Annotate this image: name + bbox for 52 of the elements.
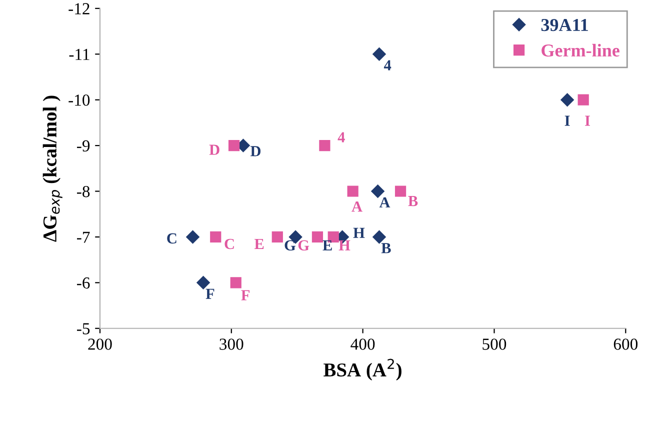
- point: [272, 231, 283, 243]
- annotation: C: [167, 233, 176, 244]
- point: [578, 94, 589, 106]
- point: [372, 230, 386, 244]
- annotation: E: [322, 240, 332, 250]
- y-tick-label: -7: [76, 232, 90, 243]
- legend-label: Germ-line: [542, 44, 620, 57]
- annotation: 4: [384, 60, 392, 70]
- annotation: D: [250, 146, 260, 156]
- y-tick-label: -6: [76, 277, 90, 289]
- point: [230, 277, 242, 288]
- annotation: E: [254, 238, 264, 249]
- x-tick-label: 200: [88, 338, 112, 350]
- point: [347, 186, 358, 197]
- point: [319, 140, 330, 152]
- x-tick-label: 600: [614, 338, 638, 350]
- y-tick-label: -9: [76, 140, 90, 152]
- annotation: 4: [338, 132, 345, 142]
- point: [312, 231, 324, 243]
- x-axis-title: BSA (A$^{2}$): [324, 358, 402, 380]
- point: [186, 230, 200, 244]
- annotation: A: [379, 197, 390, 208]
- annotation: H: [338, 240, 350, 250]
- annotation: G: [298, 240, 310, 251]
- annotation: F: [241, 290, 250, 300]
- point: [210, 231, 222, 243]
- annotation: H: [353, 228, 365, 238]
- x-tick-label: 300: [220, 338, 244, 350]
- annotation: B: [381, 243, 391, 254]
- x-tick-label: 400: [350, 338, 375, 350]
- annotation: C: [224, 238, 234, 250]
- annotation: D: [209, 144, 220, 155]
- y-tick-label: -12: [68, 3, 90, 14]
- point: [394, 186, 406, 197]
- point: [196, 276, 210, 290]
- annotation: I: [564, 116, 570, 126]
- legend-label: 39A11: [541, 18, 588, 32]
- point: [371, 184, 384, 198]
- point: [228, 140, 240, 152]
- point: [560, 93, 574, 106]
- annotation: A: [352, 202, 362, 212]
- y-tick-label: -10: [68, 94, 90, 106]
- point: [372, 48, 386, 61]
- annotation: G: [284, 240, 296, 251]
- annotation: F: [206, 288, 214, 299]
- x-tick-label: 500: [482, 338, 506, 350]
- y-tick-label: -8: [76, 186, 90, 198]
- annotation: I: [585, 116, 590, 126]
- annotation: B: [408, 196, 418, 206]
- y-tick-label: -5: [76, 323, 90, 334]
- y-tick-label: -11: [69, 48, 90, 60]
- y-axis-title: ΔG$_{exp}$ (kcal/mol ): [42, 96, 62, 242]
